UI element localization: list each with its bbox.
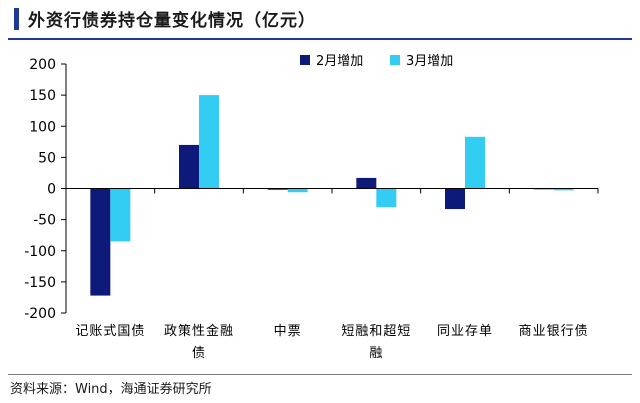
y-tick-label: 50 — [38, 150, 56, 166]
bar-mar-2 — [287, 188, 308, 193]
legend-label-feb: 2月增加 — [316, 54, 363, 69]
legend: 2月增加 3月增加 — [300, 54, 453, 69]
x-category-label: 融 — [369, 346, 383, 361]
bar-mar-4 — [465, 136, 485, 189]
x-category-label: 短融和超短 — [341, 324, 411, 339]
bar-series — [90, 95, 574, 296]
y-tick-label: -150 — [24, 275, 56, 291]
title-accent-bar — [14, 8, 19, 30]
y-tick-label: 200 — [29, 57, 56, 73]
x-category-label: 记账式国债 — [75, 324, 145, 339]
chart-title: 外资行债券持仓量变化情况（亿元） — [28, 11, 316, 31]
legend-swatch-feb — [300, 55, 310, 65]
x-category-label: 商业银行债 — [519, 324, 589, 339]
bar-feb-4 — [445, 188, 465, 210]
x-category-label: 同业存单 — [437, 324, 493, 339]
x-category-label: 中票 — [274, 324, 302, 339]
y-tick-label: 100 — [29, 119, 56, 135]
x-category-label: 政策性金融 — [164, 323, 234, 339]
bar-feb-2 — [267, 188, 288, 190]
x-category-label: 债 — [192, 346, 206, 361]
chart-area: 200 150 100 50 0 -50 -100 -150 -200 记账式国债 政策性金融债 中… — [0, 40, 640, 370]
bar-feb-0 — [90, 188, 111, 296]
y-tick-label: 150 — [29, 88, 56, 104]
y-tick-label: -50 — [33, 213, 56, 229]
bar-mar-0 — [110, 188, 131, 242]
legend-label-mar: 3月增加 — [406, 54, 453, 69]
source-divider — [8, 374, 632, 375]
y-tick-label: -200 — [24, 306, 56, 322]
y-axis: 200 150 100 50 0 -50 -100 -150 -200 — [24, 57, 67, 322]
bar-feb-1 — [179, 144, 199, 189]
bar-mar-1 — [199, 95, 219, 189]
y-tick-label: -100 — [24, 244, 56, 260]
bar-mar-5 — [553, 188, 574, 191]
title-divider — [8, 38, 632, 40]
bar-mar-3 — [376, 188, 397, 208]
bar-feb-3 — [356, 177, 377, 189]
legend-swatch-mar — [390, 55, 400, 65]
source-note: 资料来源：Wind，海通证券研究所 — [10, 382, 212, 397]
y-tick-label: 0 — [47, 182, 56, 198]
title-bar: 外资行债券持仓量变化情况（亿元） — [0, 0, 640, 38]
